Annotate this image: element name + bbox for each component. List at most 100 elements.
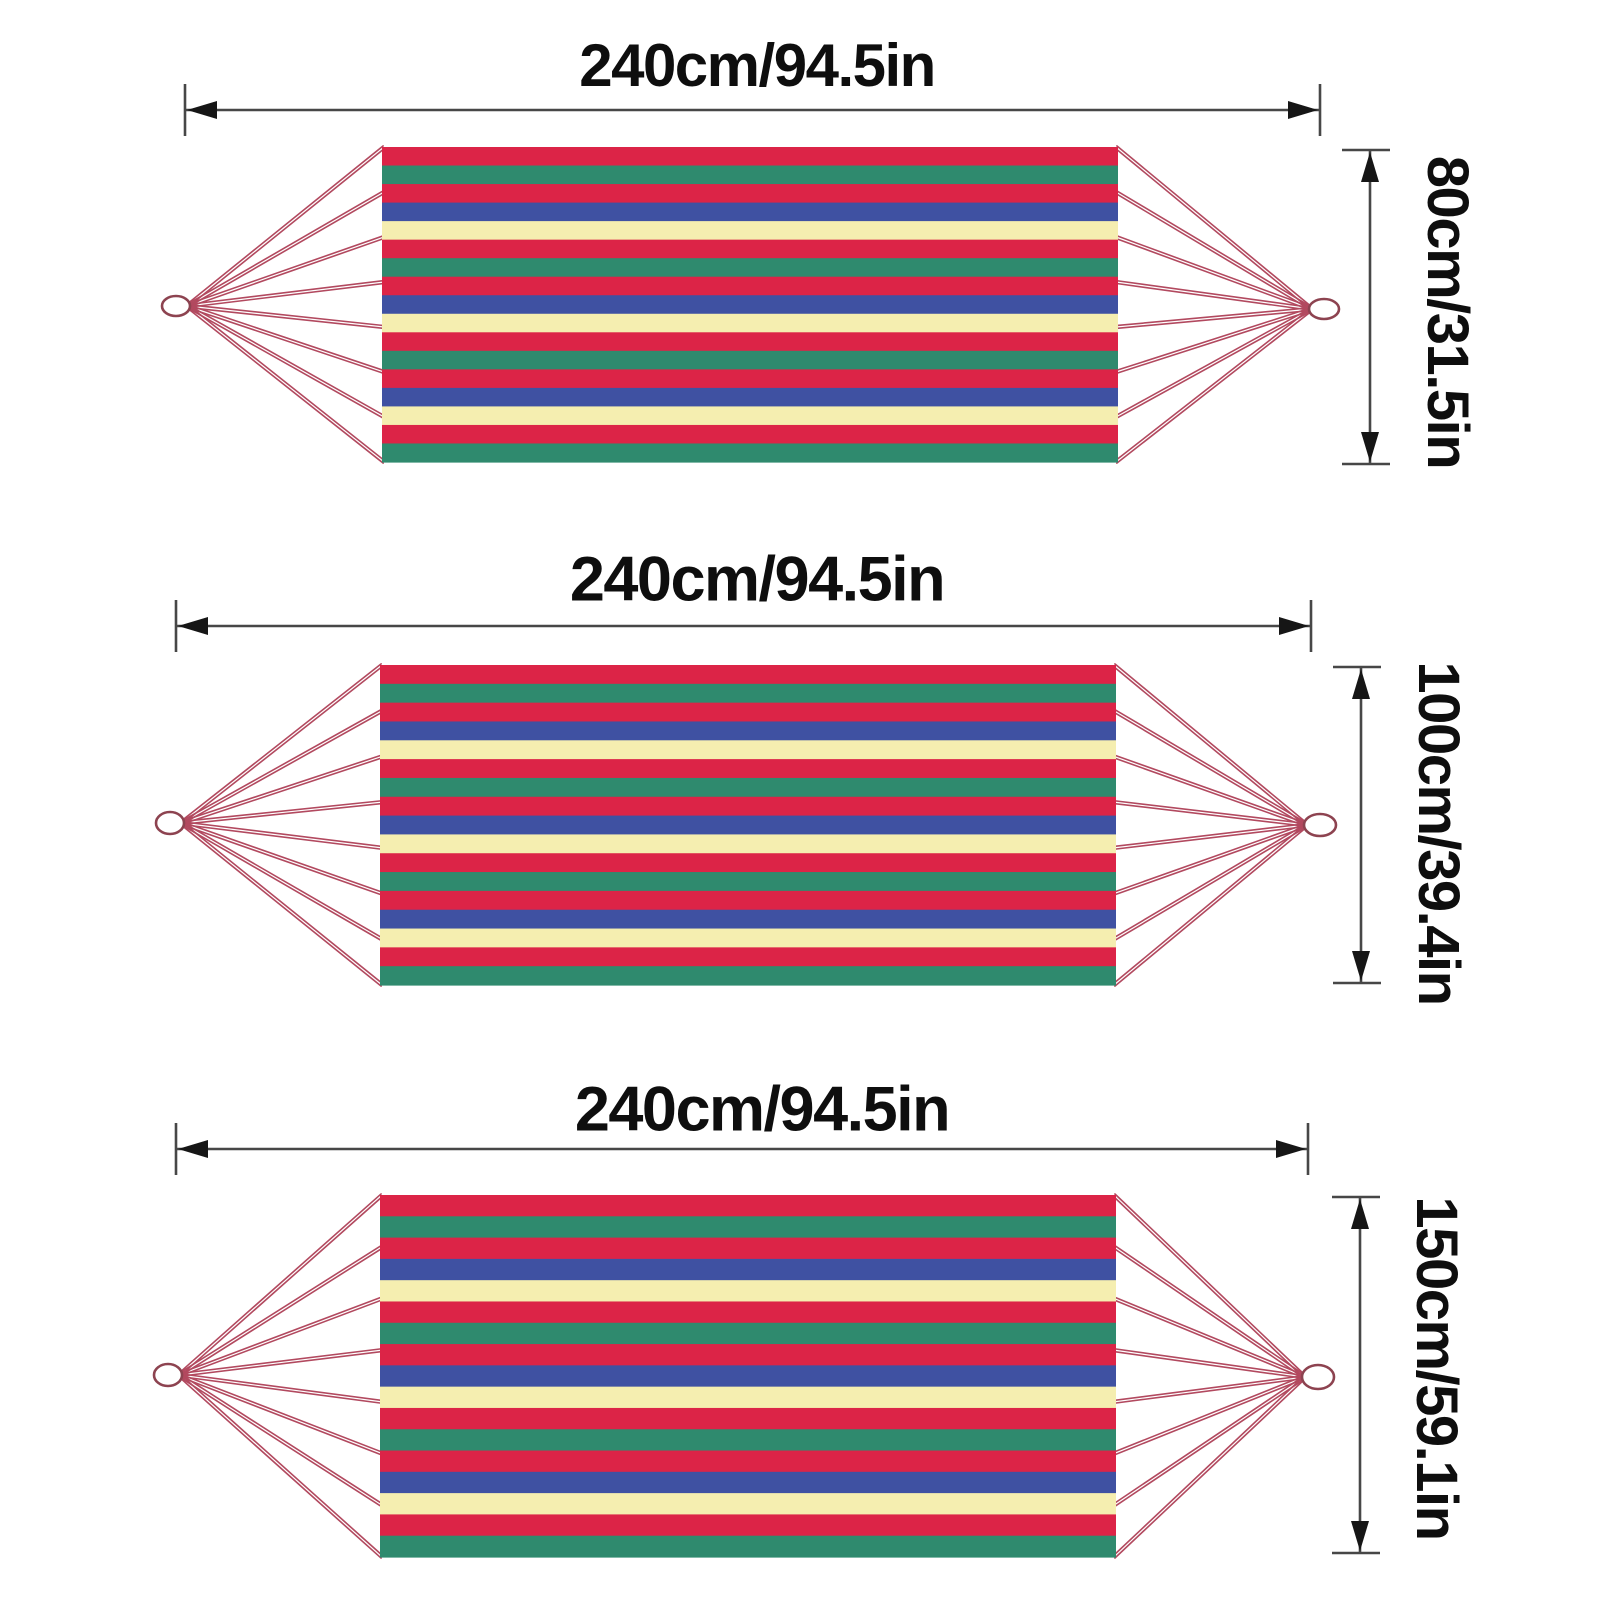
hammock-rope xyxy=(185,306,384,464)
hammock-rope xyxy=(1113,708,1309,825)
hammock-rope xyxy=(186,306,385,330)
fabric-stripe-blue xyxy=(382,387,1118,408)
fabric-stripe-green xyxy=(382,258,1118,278)
hammock-rope xyxy=(179,1373,384,1557)
right-arrowhead-icon xyxy=(1276,1140,1306,1158)
hammock-rope xyxy=(1115,279,1313,309)
hammock-rope xyxy=(185,189,385,306)
hammock-rope xyxy=(1112,822,1308,894)
fabric-stripe-cream xyxy=(380,1386,1116,1409)
hammock-rope xyxy=(186,237,386,309)
fabric-stripe-red xyxy=(380,947,1116,967)
hammock-rope xyxy=(1113,825,1309,896)
hammock-ring-right xyxy=(1307,297,1341,321)
hammock-rope xyxy=(180,756,384,826)
down-arrowhead-icon xyxy=(1361,432,1379,462)
hammock-rope xyxy=(1113,799,1308,825)
fabric-stripe-cream xyxy=(380,928,1116,948)
hammock-rope xyxy=(1115,309,1314,420)
fabric-stripe-red xyxy=(380,1344,1116,1366)
hammock-rope xyxy=(1114,1193,1307,1377)
fabric-stripe-red xyxy=(382,147,1118,167)
fabric-stripe-red xyxy=(382,332,1118,352)
hammock-rope xyxy=(186,303,386,372)
hammock-rope xyxy=(179,823,383,942)
fabric-stripe-green xyxy=(380,1322,1116,1345)
fabric-stripe-red xyxy=(380,1514,1116,1537)
fabric-stripe-red xyxy=(380,759,1116,779)
hammock-rope xyxy=(181,665,384,825)
hammock-rope xyxy=(1114,1377,1307,1559)
hammock-rope xyxy=(1112,665,1307,827)
right-arrowhead-icon xyxy=(1279,617,1309,635)
hammock-rope xyxy=(1116,309,1314,464)
hammock-rope xyxy=(178,1350,383,1378)
hammock-rope xyxy=(1112,822,1308,939)
hammock-rope xyxy=(179,708,383,823)
hammock-rope xyxy=(186,303,385,327)
hammock-rope xyxy=(1113,1377,1307,1508)
hammock-rope xyxy=(179,663,382,823)
hammock-rope xyxy=(177,1244,383,1375)
hammock-rope xyxy=(185,306,385,420)
hammock-rope xyxy=(1114,306,1313,417)
hammock-rope xyxy=(1114,306,1313,372)
fabric-stripe-green xyxy=(382,165,1118,185)
hammock-rope xyxy=(177,1296,383,1375)
hammock-rope xyxy=(1113,1377,1306,1405)
hammock-ring-left xyxy=(152,1362,184,1388)
fabric-stripe-blue xyxy=(380,1258,1116,1281)
hammock-rope xyxy=(177,1193,382,1375)
up-arrowhead-icon xyxy=(1352,669,1370,699)
fabric-stripe-red xyxy=(380,1301,1116,1324)
fabric-stripe-cream xyxy=(382,221,1118,241)
fabric-stripe-cream xyxy=(382,406,1118,426)
up-arrowhead-icon xyxy=(1351,1199,1369,1229)
width-label-150cm-hammock: 150cm/59.1in xyxy=(1404,1196,1469,1540)
hammock-rope xyxy=(178,1372,383,1402)
hammock-rope xyxy=(180,711,384,826)
hammock-rope xyxy=(1115,309,1314,375)
fabric-stripe-red xyxy=(380,796,1116,817)
hammock-rope xyxy=(181,821,384,985)
left-arrowhead-icon xyxy=(178,617,208,635)
hammock-rope xyxy=(186,192,386,309)
left-arrowhead-icon xyxy=(187,101,217,119)
fabric-stripe-red xyxy=(380,890,1116,911)
hammock-rope xyxy=(178,1247,384,1377)
fabric-stripe-red xyxy=(382,276,1118,296)
hammock-ring-right xyxy=(1302,812,1338,838)
hammock-rope xyxy=(185,306,385,375)
hammock-rope xyxy=(1115,282,1313,312)
hammock-rope xyxy=(1112,1247,1306,1379)
fabric-stripe-blue xyxy=(382,202,1118,222)
hammock-rope xyxy=(180,820,384,939)
hammock-rope xyxy=(178,1298,384,1378)
fabric-stripe-cream xyxy=(380,740,1116,760)
fabric-stripe-red xyxy=(382,184,1118,204)
length-label-80cm-hammock: 240cm/94.5in xyxy=(579,32,936,99)
hammock-rope xyxy=(177,1375,382,1559)
hammock-rope xyxy=(1114,307,1312,462)
hammock-rope xyxy=(178,1372,384,1454)
width-label-80cm-hammock: 80cm/31.5in xyxy=(1415,155,1480,469)
hammock-rope xyxy=(178,1347,383,1375)
hammock-rope xyxy=(1114,147,1312,311)
hammock-rope xyxy=(185,145,384,306)
fabric-stripe-red xyxy=(380,853,1116,873)
left-arrowhead-icon xyxy=(178,1140,208,1158)
hammock-rope xyxy=(1113,754,1309,825)
hammock-rope xyxy=(1115,189,1314,309)
hammock-rope xyxy=(1113,1374,1306,1402)
hammock-rope xyxy=(180,820,384,894)
fabric-stripe-green xyxy=(380,966,1116,986)
down-arrowhead-icon xyxy=(1351,1521,1369,1551)
hammock-ring-right xyxy=(1300,1363,1336,1391)
hammock-rope xyxy=(1113,1377,1307,1456)
hammock-rope xyxy=(1113,822,1308,848)
fabric-stripe-blue xyxy=(380,721,1116,741)
fabric-stripe-cream xyxy=(380,1280,1116,1303)
hammock-rope xyxy=(1112,711,1308,828)
